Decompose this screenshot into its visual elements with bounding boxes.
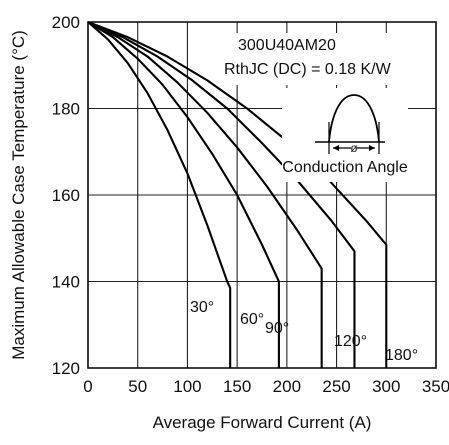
x-axis-label: Average Forward Current (A) [153,413,372,432]
series-label-1: 30° [190,299,214,316]
series-label-5: 180° [385,347,418,364]
series-line-1 [88,22,232,368]
y-tick-label: 160 [52,186,80,205]
x-tick-label: 350 [422,377,449,396]
inset-waveform [328,94,380,143]
x-tick-label: 0 [83,377,92,396]
x-tick-label: 300 [372,377,400,396]
x-tick-label: 250 [322,377,350,396]
y-tick-label: 120 [52,359,80,378]
plot-frame [87,21,437,369]
series-label-4: 120° [334,333,367,350]
inset-angle-symbol: ø [350,141,358,155]
series-line-4 [88,22,356,368]
y-axis-label: Maximum Allowable Case Temperature (°C) [9,30,28,360]
series-label-2: 60° [240,311,264,328]
inset-arrow-right-head [369,145,375,151]
x-tick-label: 200 [273,377,301,396]
y-tick-label: 180 [52,100,80,119]
y-tick-label: 140 [52,273,80,292]
series-line-3 [88,22,323,368]
inset-arrow-left-head [333,145,339,151]
x-tick-label: 50 [128,377,147,396]
thermal-resistance: RthJC (DC) = 0.18 K/W [224,61,392,78]
y-tick-label: 200 [52,13,80,32]
part-number: 300U40AM20 [238,37,336,54]
series-line-2 [88,22,280,368]
inset-background [282,88,408,182]
x-tick-label: 100 [173,377,201,396]
series-label-3: 90° [265,320,289,337]
annotation-box [225,33,430,85]
conduction-angle-label: Conduction Angle [282,159,408,176]
series-line-5 [88,22,388,368]
x-tick-label: 150 [223,377,251,396]
